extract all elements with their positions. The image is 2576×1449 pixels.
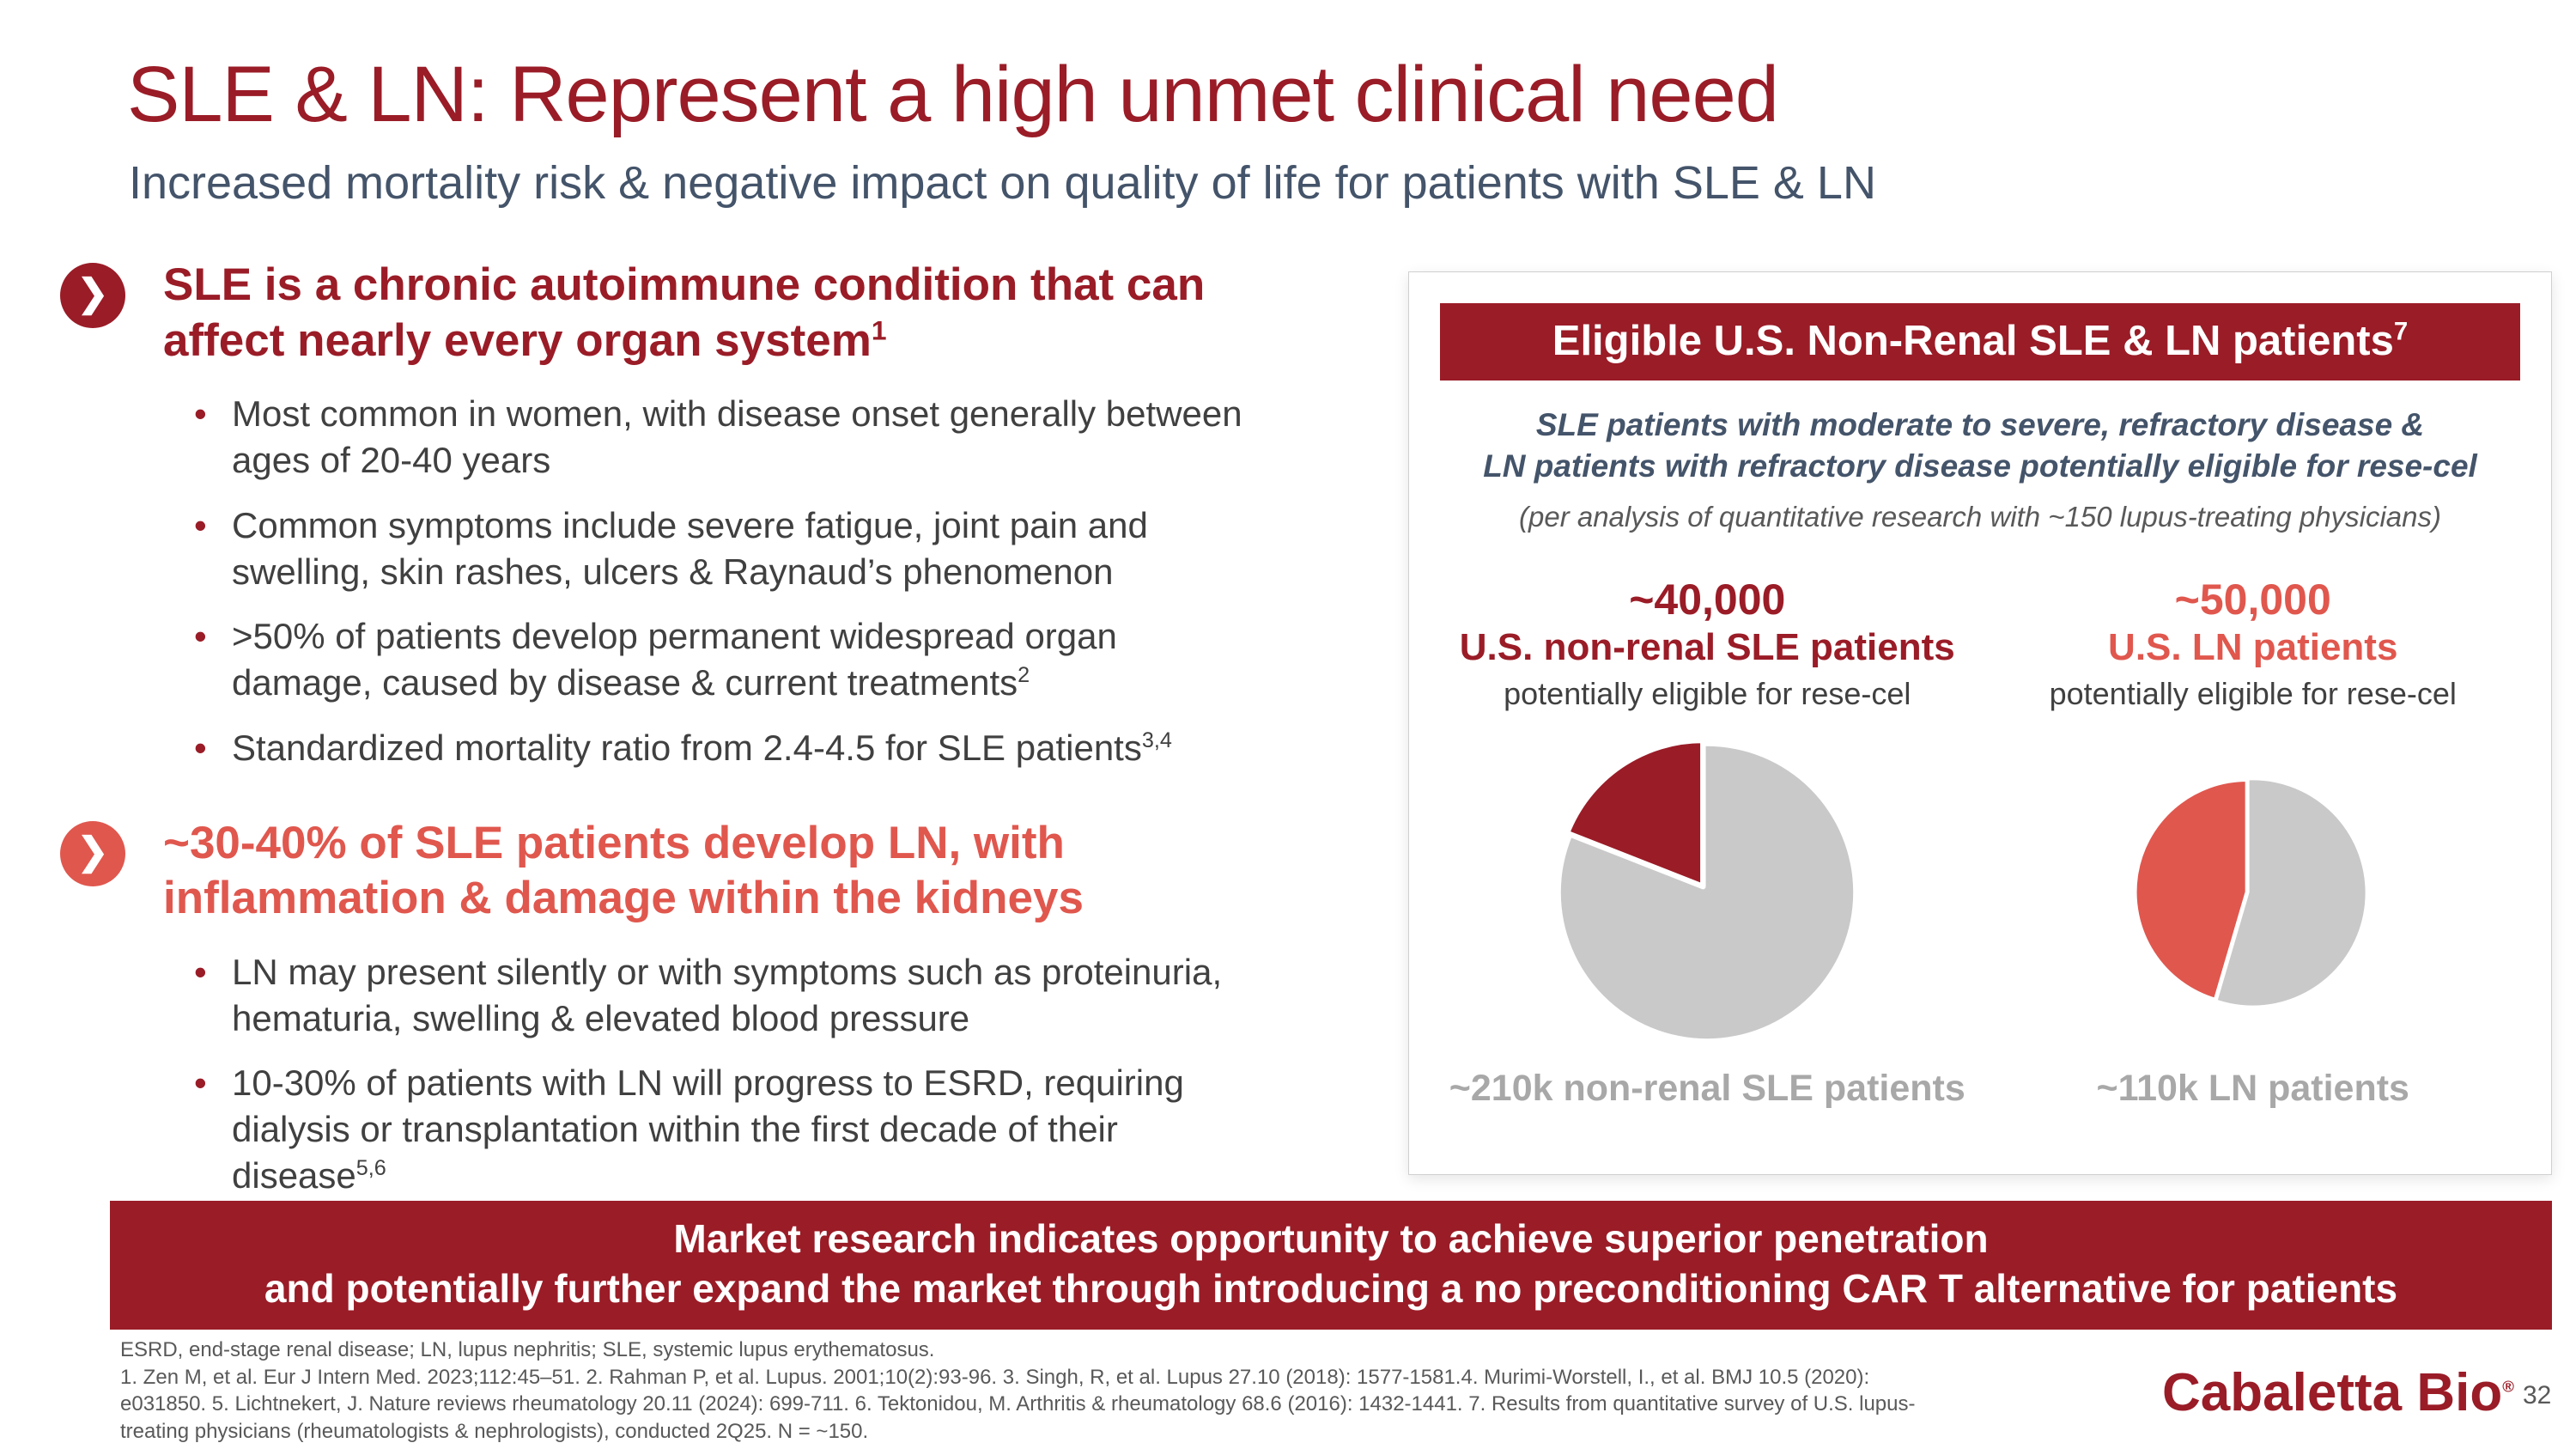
footnote-line: treating physicians (rheumatologists & n… — [120, 1420, 869, 1444]
section-ln: ❯ ~30-40% of SLE patients develop LN, wi… — [60, 816, 1331, 927]
page-number: 32 — [2523, 1381, 2552, 1409]
pie-wrap — [2130, 721, 2375, 1064]
bullet-sup: 2 — [1018, 663, 1030, 688]
bullet-sup: 5,6 — [355, 1155, 386, 1180]
section-heading-ln: ~30-40% of SLE patients develop LN, with… — [163, 816, 1236, 927]
bullet-text: LN may present silently or with symptoms… — [232, 951, 1223, 1038]
stat-sub: potentially eligible for rese-cel — [1504, 676, 1911, 712]
stat-number: ~40,000 — [1629, 575, 1786, 624]
logo-text: Cabaletta Bio — [2162, 1363, 2503, 1422]
bullet-text: Standardized mortality ratio from 2.4-4.… — [232, 727, 1142, 768]
footnote-line: e031850. 5. Lichtnekert, J. Nature revie… — [120, 1392, 1916, 1416]
panel-subtitle-line: LN patients with refractory disease pote… — [1483, 448, 2477, 484]
chevron-circle-icon: ❯ — [60, 263, 125, 328]
panel-subtitle: SLE patients with moderate to severe, re… — [1440, 405, 2520, 487]
registered-mark-icon: ® — [2502, 1377, 2514, 1396]
stat-sub: potentially eligible for rese-cel — [2049, 676, 2457, 712]
slide-title: SLE & LN: Represent a high unmet clinica… — [127, 51, 1779, 138]
panel-header-text: Eligible U.S. Non-Renal SLE & LN patient… — [1552, 318, 2394, 364]
bullet-item: Common symptoms include severe fatigue, … — [187, 502, 1252, 595]
footnote-line: 1. Zen M, et al. Eur J Intern Med. 2023;… — [120, 1365, 1870, 1389]
stats-row: ~40,000 U.S. non-renal SLE patients pote… — [1440, 575, 2520, 1110]
chevron-right-icon: ❯ — [76, 830, 109, 873]
stat-footer: ~110k LN patients — [2096, 1068, 2409, 1110]
bullet-sup: 3,4 — [1141, 728, 1172, 752]
panel-header-sup: 7 — [2393, 317, 2409, 346]
stat-name: U.S. non-renal SLE patients — [1459, 626, 1955, 669]
footnote-line: ESRD, end-stage renal disease; LN, lupus… — [120, 1338, 935, 1361]
pie-chart-ln — [2130, 770, 2375, 1015]
stat-ln: ~50,000 U.S. LN patients potentially eli… — [1990, 575, 2515, 1110]
eligible-patients-panel: Eligible U.S. Non-Renal SLE & LN patient… — [1408, 271, 2552, 1175]
panel-note: (per analysis of quantitative research w… — [1519, 501, 2441, 533]
left-column: ❯ SLE is a chronic autoimmune condition … — [60, 258, 1331, 1218]
panel-subtitle-line: SLE patients with moderate to severe, re… — [1535, 407, 2425, 442]
stat-number: ~50,000 — [2174, 575, 2331, 624]
stat-name: U.S. LN patients — [2108, 626, 2398, 669]
bullet-item: 10-30% of patients with LN will progress… — [187, 1060, 1252, 1198]
bullet-item: >50% of patients develop permanent wides… — [187, 613, 1252, 706]
pie-wrap — [1548, 721, 1866, 1064]
section-sle: ❯ SLE is a chronic autoimmune condition … — [60, 258, 1331, 368]
stat-non-renal-sle: ~40,000 U.S. non-renal SLE patients pote… — [1445, 575, 1970, 1110]
bullet-list-sle: Most common in women, with disease onset… — [187, 391, 1252, 770]
slide-subtitle: Increased mortality risk & negative impa… — [129, 157, 1876, 209]
bullet-text: Most common in women, with disease onset… — [232, 393, 1242, 481]
section-heading-sle: SLE is a chronic autoimmune condition th… — [163, 258, 1236, 368]
market-research-banner: Market research indicates opportunity to… — [110, 1201, 2552, 1330]
chevron-circle-icon: ❯ — [60, 820, 125, 886]
section-heading-text: SLE is a chronic autoimmune condition th… — [163, 259, 1206, 366]
cabaletta-bio-logo: Cabaletta Bio® — [2162, 1362, 2514, 1423]
bullet-text: >50% of patients develop permanent wides… — [232, 616, 1117, 703]
bullet-item: Most common in women, with disease onset… — [187, 391, 1252, 484]
section-heading-sup: 1 — [871, 314, 887, 345]
banner-line: and potentially further expand the marke… — [264, 1265, 2398, 1311]
chevron-right-icon: ❯ — [76, 272, 109, 314]
pie-chart-non-renal-sle — [1548, 734, 1866, 1051]
panel-header: Eligible U.S. Non-Renal SLE & LN patient… — [1440, 303, 2520, 381]
bullet-list-ln: LN may present silently or with symptoms… — [187, 949, 1252, 1199]
bullet-text: Common symptoms include severe fatigue, … — [232, 504, 1148, 592]
bullet-item: LN may present silently or with symptoms… — [187, 949, 1252, 1042]
bullet-text: 10-30% of patients with LN will progress… — [232, 1062, 1184, 1196]
bullet-item: Standardized mortality ratio from 2.4-4.… — [187, 725, 1252, 771]
banner-line: Market research indicates opportunity to… — [673, 1216, 1989, 1261]
footnotes: ESRD, end-stage renal disease; LN, lupus… — [120, 1336, 1992, 1446]
stat-footer: ~210k non-renal SLE patients — [1449, 1068, 1965, 1110]
section-heading-text: ~30-40% of SLE patients develop LN, with… — [163, 817, 1084, 924]
